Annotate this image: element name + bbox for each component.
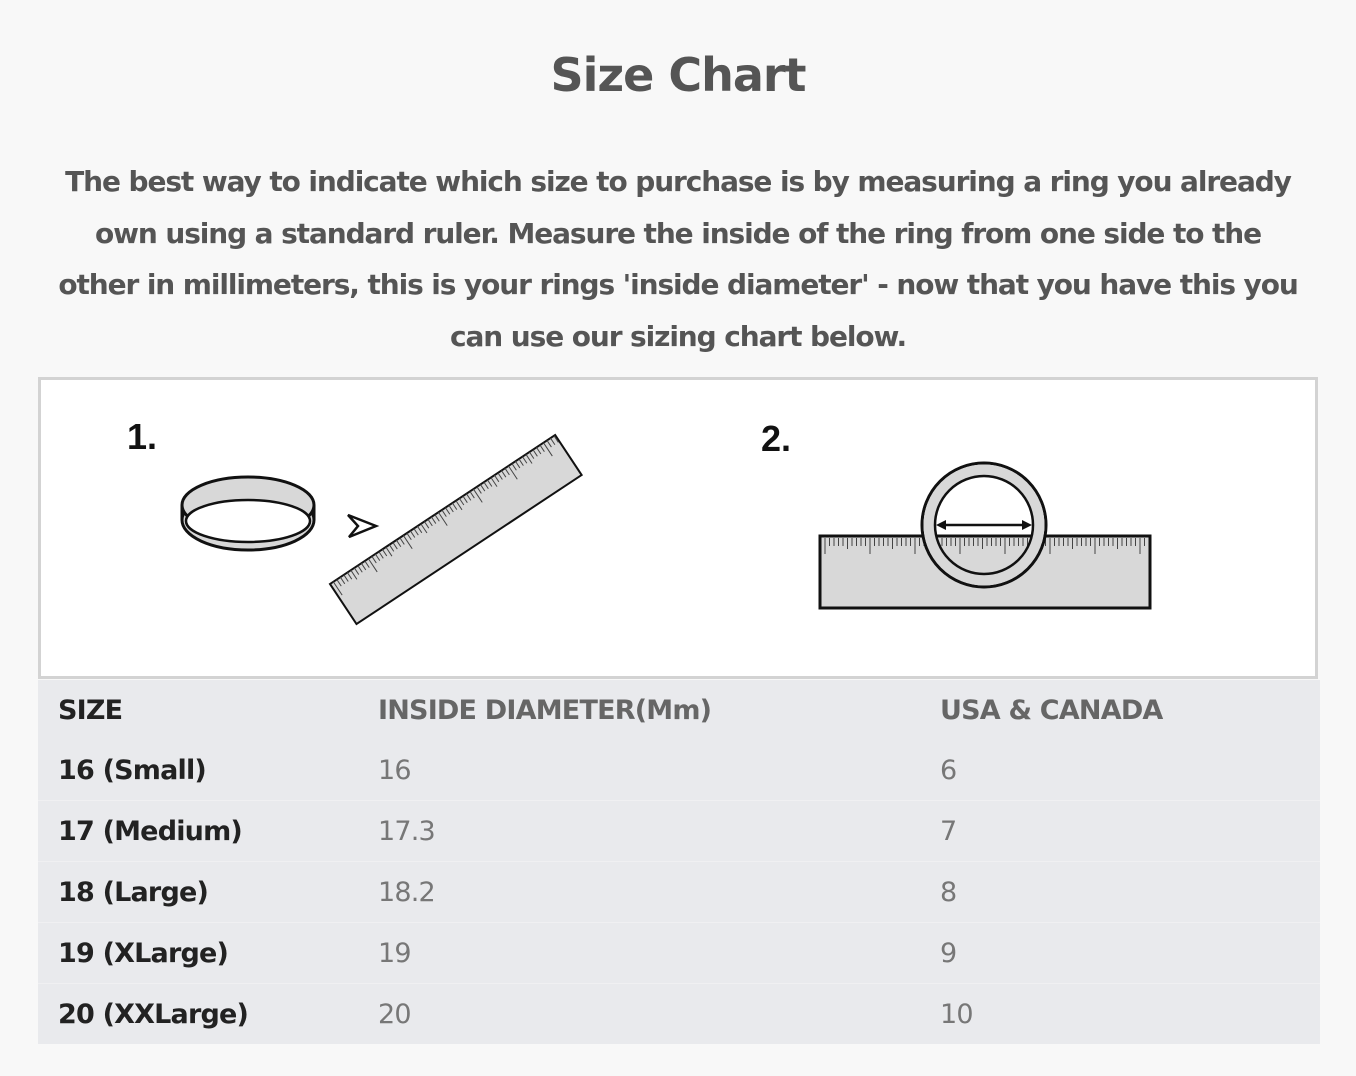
angled-ruler-icon <box>328 433 584 626</box>
size-cell: 18 (Large) <box>38 861 358 923</box>
step-1-label: 1. <box>127 416 158 457</box>
intro-paragraph: The best way to indicate which size to p… <box>58 165 1298 353</box>
header-size: SIZE <box>58 694 123 726</box>
usa-canada-cell: 9 <box>920 922 1320 984</box>
measuring-illustration: 1. 2. <box>38 377 1318 679</box>
usa-canada-cell: 10 <box>920 983 1320 1044</box>
inside-diameter-cell: 19 <box>358 922 920 984</box>
inside-diameter-cell: 20 <box>358 983 920 1044</box>
usa-canada-cell: 7 <box>920 800 1320 862</box>
table-header-row: SIZE INSIDE DIAMETER(Mm) USA & CANADA <box>38 680 1320 740</box>
arrow-icon <box>347 513 380 539</box>
inside-diameter-cell: 18.2 <box>358 861 920 923</box>
table-row: 17 (Medium) 17.3 7 <box>38 800 1320 862</box>
size-cell: 19 (XLarge) <box>38 922 358 984</box>
ring-on-ruler-icon <box>920 461 1048 589</box>
header-inside-diameter: INSIDE DIAMETER(Mm) <box>378 694 712 726</box>
header-usa-canada: USA & CANADA <box>940 694 1163 726</box>
size-cell: 16 (Small) <box>58 754 207 786</box>
size-cell: 20 (XXLarge) <box>38 983 358 1044</box>
ring-icon <box>180 475 316 552</box>
usa-canada-cell: 6 <box>940 754 957 786</box>
usa-canada-cell: 8 <box>920 861 1320 923</box>
table-row: 18 (Large) 18.2 8 <box>38 861 1320 923</box>
inside-diameter-cell: 16 <box>378 754 412 786</box>
inside-diameter-cell: 17.3 <box>358 800 920 862</box>
size-cell: 17 (Medium) <box>38 800 358 862</box>
table-row: 20 (XXLarge) 20 10 <box>38 983 1320 1044</box>
illustration-drawing <box>180 433 1152 626</box>
flat-ruler-icon <box>818 534 1152 610</box>
table-row: 19 (XLarge) 19 9 <box>38 922 1320 984</box>
size-table: SIZE INSIDE DIAMETER(Mm) USA & CANADA 16… <box>38 680 1320 1044</box>
step-2-label: 2. <box>761 418 792 459</box>
page-title: Size Chart <box>550 48 806 102</box>
table-row: 16 (Small) 16 6 <box>38 740 1320 801</box>
